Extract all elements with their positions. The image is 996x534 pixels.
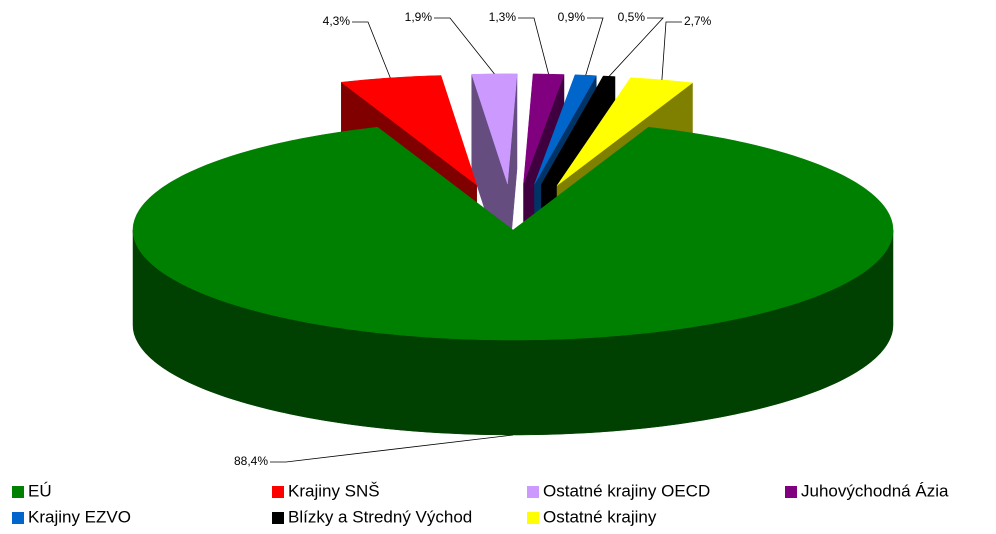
- legend-label: Krajiny SNŠ: [288, 481, 380, 500]
- legend-label: Ostatné krajiny OECD: [543, 481, 710, 500]
- legend-swatch: [527, 486, 539, 498]
- data-label: 0,5%: [618, 10, 646, 24]
- legend-swatch: [785, 486, 797, 498]
- data-label: 0,9%: [558, 10, 586, 24]
- legend-label: Ostatné krajiny: [543, 507, 657, 526]
- data-label: 88,4%: [234, 454, 268, 468]
- legend-swatch: [272, 512, 284, 524]
- leader-line: [585, 17, 604, 76]
- leader-line: [270, 434, 514, 463]
- legend-swatch: [527, 512, 539, 524]
- data-label: 1,9%: [405, 10, 433, 24]
- legend-label: EÚ: [28, 481, 52, 500]
- legend-swatch: [12, 486, 24, 498]
- legend-label: Krajiny EZVO: [28, 507, 131, 526]
- legend-label: Juhovýchodná Ázia: [801, 481, 949, 500]
- leader-line: [434, 17, 495, 75]
- slice-top: [132, 126, 894, 341]
- data-label: 4,3%: [323, 14, 351, 28]
- leader-line: [518, 17, 549, 75]
- data-label: 1,3%: [489, 10, 517, 24]
- legend-swatch: [12, 512, 24, 524]
- data-label: 2,7%: [684, 14, 712, 28]
- leader-line: [608, 17, 664, 77]
- leader-line: [352, 21, 391, 79]
- legend-label: Blízky a Stredný Východ: [288, 507, 472, 526]
- legend-swatch: [272, 486, 284, 498]
- slice-top: [523, 73, 565, 184]
- leader-line: [661, 21, 682, 80]
